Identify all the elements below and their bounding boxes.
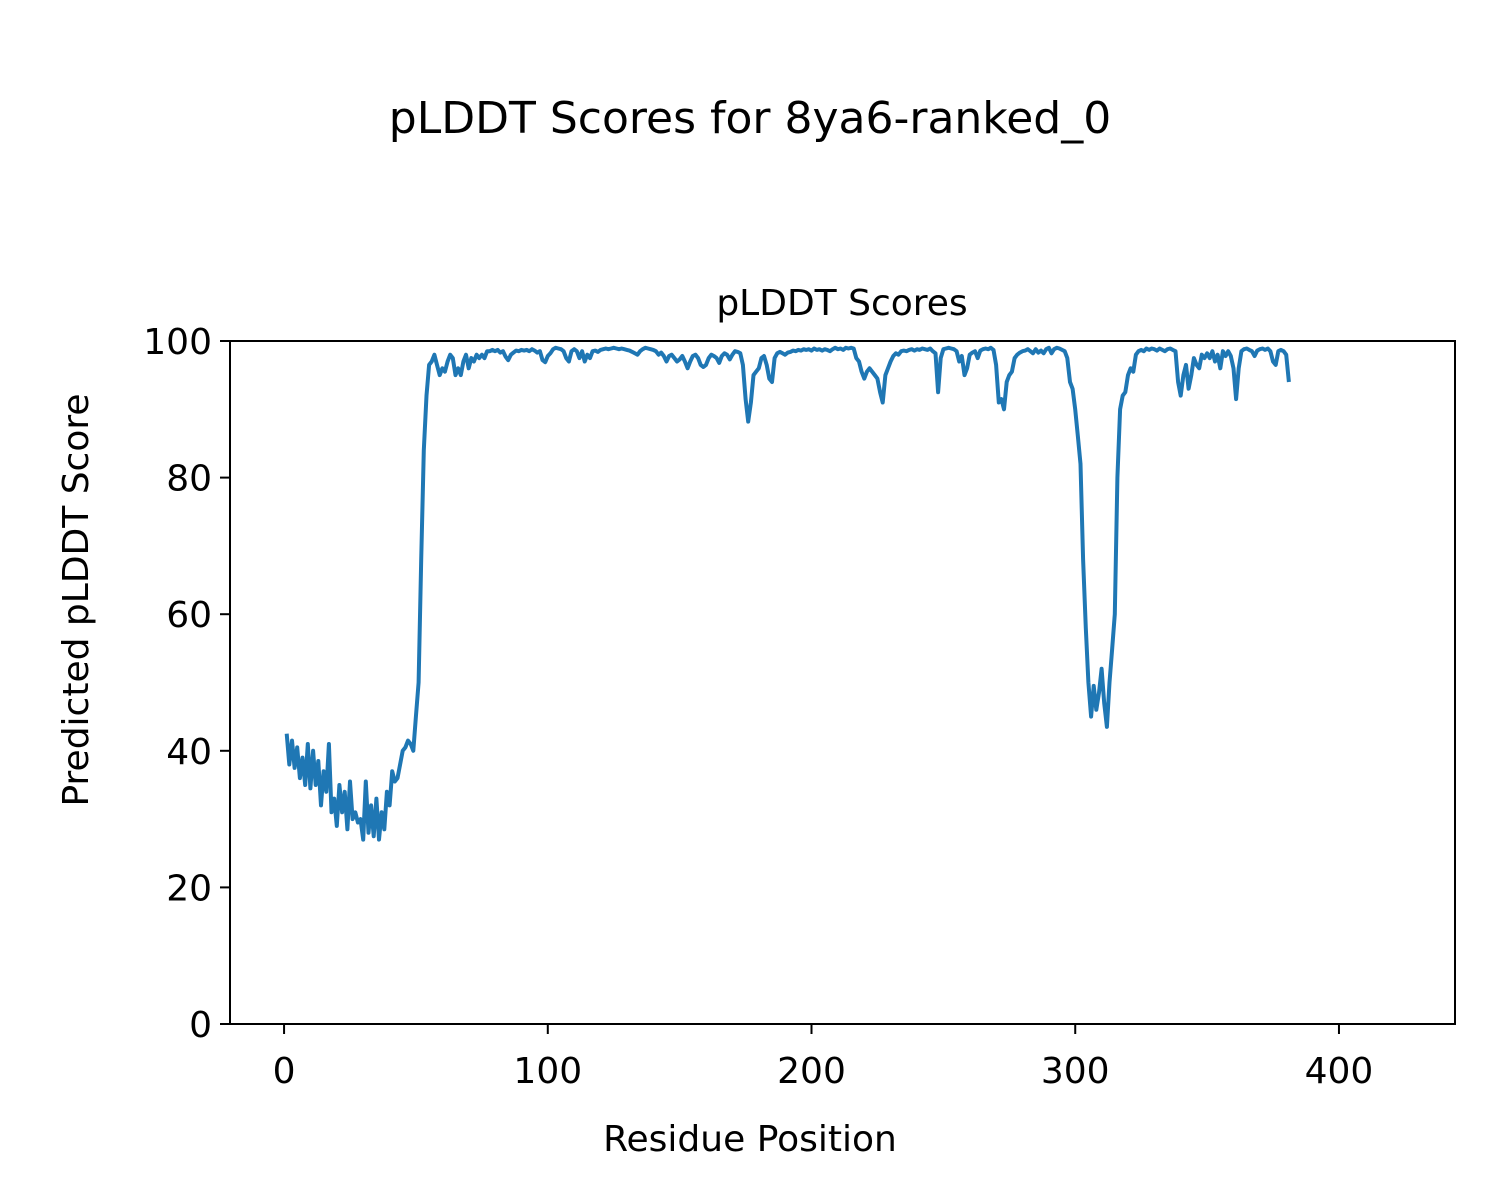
- y-axis-label: Predicted pLDDT Score: [56, 393, 97, 806]
- y-tick-label: 0: [189, 1005, 212, 1046]
- axes-frame: [229, 340, 1456, 1025]
- y-tick-label: 60: [166, 595, 212, 636]
- series-line: [284, 345, 1291, 842]
- chart-title: pLDDT Scores: [716, 283, 967, 324]
- y-axis-ticks: 0 20 40 60 80 100: [143, 322, 230, 1046]
- x-tick-label: 0: [273, 1051, 296, 1092]
- y-tick-label: 100: [143, 322, 212, 363]
- plot-area: [284, 345, 1291, 842]
- figure-suptitle: pLDDT Scores for 8ya6-ranked_0: [389, 93, 1111, 144]
- y-tick-label: 80: [166, 459, 212, 500]
- y-tick-label: 20: [166, 868, 212, 909]
- x-tick-label: 400: [1305, 1051, 1374, 1092]
- x-tick-label: 200: [777, 1051, 846, 1092]
- x-axis-label: Residue Position: [603, 1119, 897, 1160]
- x-tick-label: 300: [1041, 1051, 1110, 1092]
- x-tick-label: 100: [513, 1051, 582, 1092]
- y-tick-label: 40: [166, 732, 212, 773]
- x-axis-ticks: 0 100 200 300 400: [273, 1024, 1374, 1092]
